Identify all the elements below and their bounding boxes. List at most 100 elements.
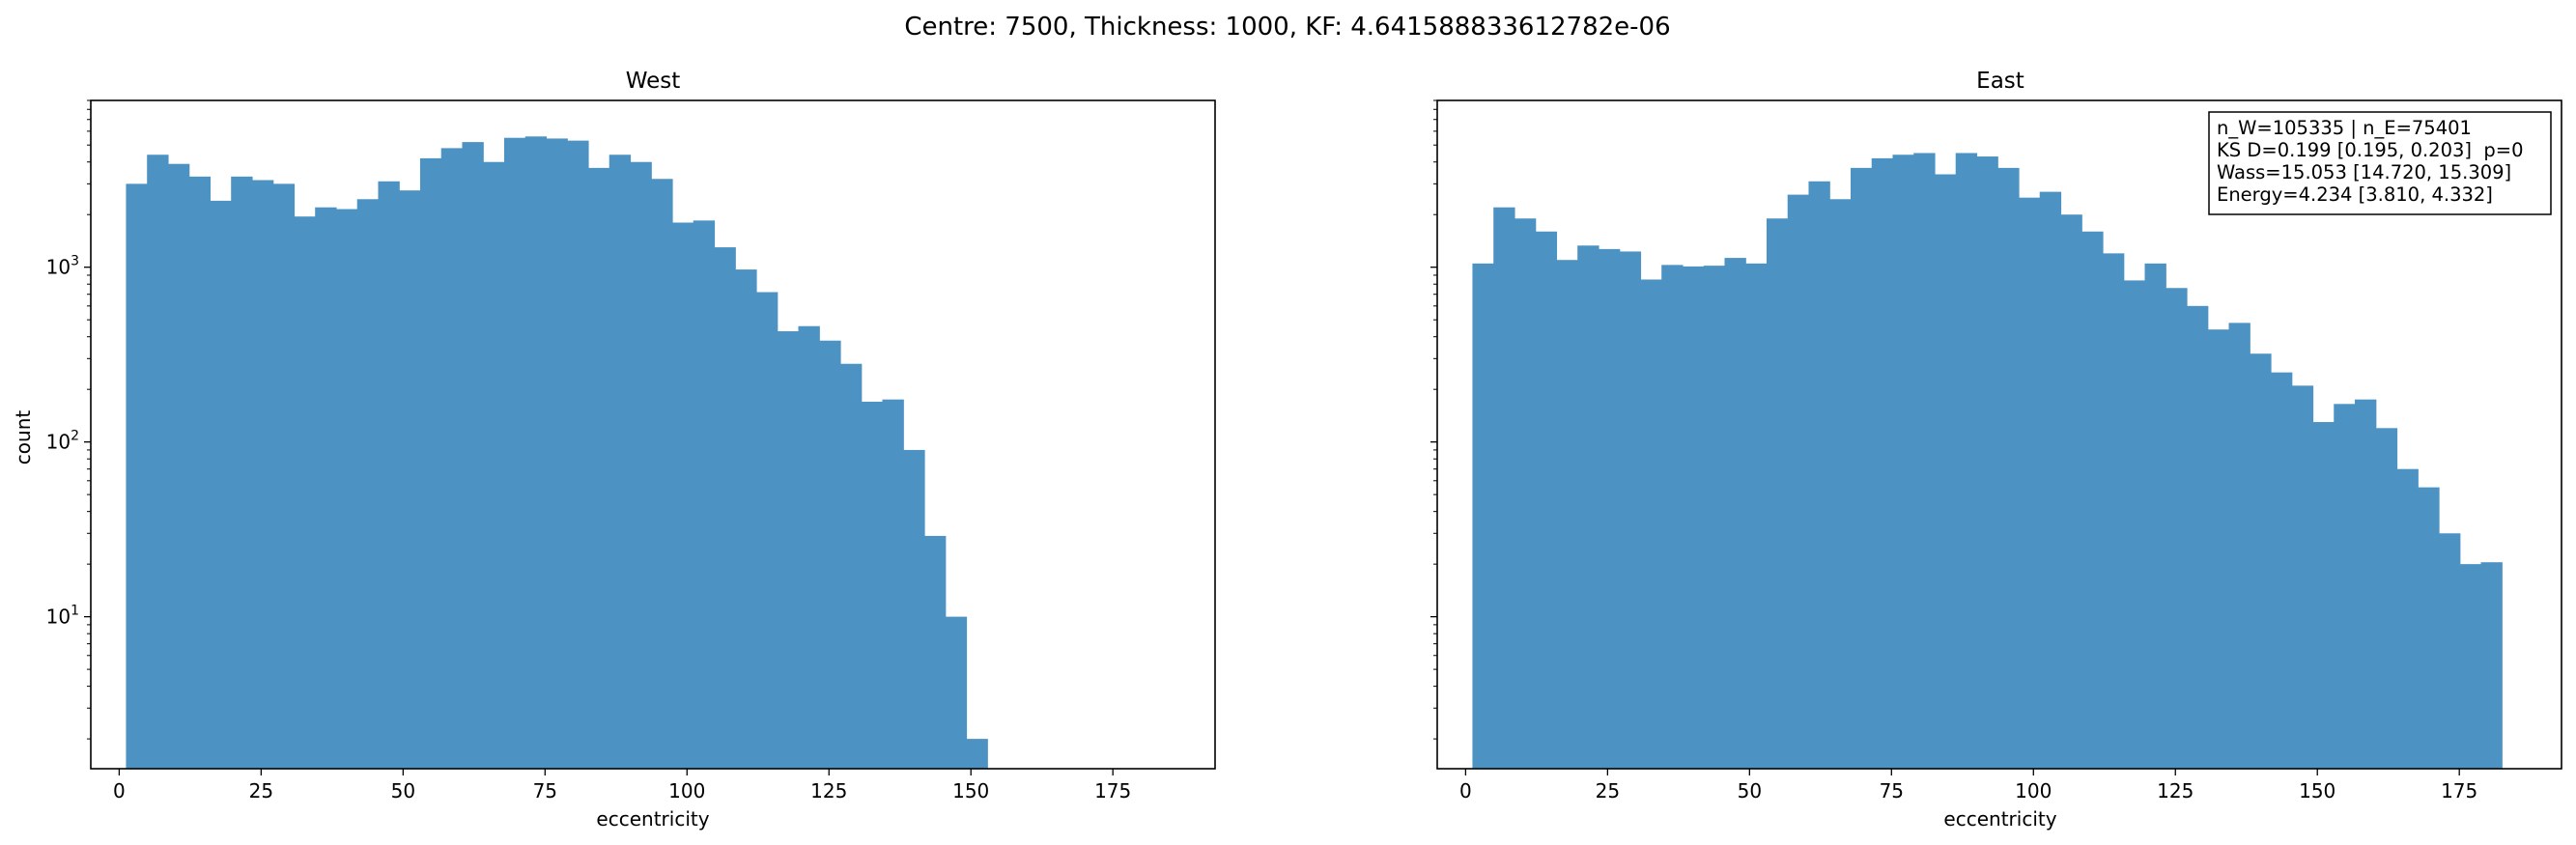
west-panel: West 0 25 50 75 100 125 150 175 101 102 103 eccen… bbox=[12, 69, 1216, 831]
west-bar bbox=[671, 222, 694, 770]
west-bar bbox=[231, 176, 253, 770]
west-bar bbox=[798, 325, 820, 769]
west-bar bbox=[440, 148, 464, 769]
east-x-tick-label: 100 bbox=[2015, 779, 2052, 803]
west-bar bbox=[630, 161, 652, 770]
east-bar bbox=[1577, 245, 1599, 769]
stats-legend-box: n_W=105335 | n_E=75401 KS D=0.199 [0.195… bbox=[2208, 111, 2552, 215]
east-bar bbox=[2060, 214, 2082, 769]
east-bar bbox=[2459, 564, 2482, 769]
west-bar bbox=[167, 163, 190, 770]
east-bar bbox=[1913, 153, 1936, 770]
west-bar bbox=[356, 199, 380, 769]
east-bar bbox=[2228, 323, 2250, 769]
west-bar bbox=[777, 331, 800, 769]
west-bar bbox=[483, 161, 505, 770]
east-bar bbox=[1703, 266, 1726, 769]
east-bar bbox=[1472, 263, 1494, 770]
west-bar bbox=[546, 138, 568, 770]
east-bar bbox=[1892, 155, 1914, 770]
west-y-tick-label: 101 bbox=[46, 604, 79, 629]
east-bar bbox=[1514, 218, 1537, 770]
east-bar bbox=[2102, 253, 2125, 769]
east-bar bbox=[2439, 533, 2461, 769]
east-bar bbox=[1682, 266, 1705, 769]
west-bar bbox=[419, 157, 442, 769]
east-bar bbox=[2312, 422, 2335, 769]
stats-line: KS D=0.199 [0.195, 0.203] p=0 bbox=[2217, 139, 2524, 161]
east-bar bbox=[1787, 194, 1810, 770]
west-y-tick-label: 102 bbox=[46, 429, 79, 454]
east-bar bbox=[1871, 157, 1894, 769]
east-bar bbox=[2250, 353, 2272, 769]
stats-line: Energy=4.234 [3.810, 4.332] bbox=[2217, 183, 2493, 206]
west-x-tick-label: 175 bbox=[1094, 779, 1131, 803]
east-bar bbox=[2144, 263, 2166, 770]
stats-line: Wass=15.053 [14.720, 15.309] bbox=[2217, 161, 2511, 183]
west-bar bbox=[399, 190, 421, 769]
west-x-tick-label: 0 bbox=[113, 779, 126, 803]
west-bar bbox=[335, 209, 358, 769]
east-bar bbox=[2396, 468, 2419, 769]
west-y-tick-label: 103 bbox=[46, 254, 79, 279]
east-bar bbox=[1640, 279, 1662, 769]
west-x-tick-label: 125 bbox=[810, 779, 847, 803]
stats-line: n_W=105335 | n_E=75401 bbox=[2217, 117, 2472, 139]
east-bar bbox=[2291, 385, 2314, 769]
east-bar bbox=[1598, 248, 1621, 769]
west-x-tick-label: 50 bbox=[391, 779, 415, 803]
east-x-tick-label: 150 bbox=[2299, 779, 2335, 803]
east-bar bbox=[1745, 263, 1768, 770]
east-bar bbox=[2018, 197, 2041, 770]
east-bar bbox=[1766, 218, 1789, 770]
east-bar bbox=[1808, 181, 1830, 769]
west-bar bbox=[188, 176, 212, 770]
west-bar bbox=[147, 155, 169, 770]
west-bar bbox=[126, 183, 148, 770]
west-x-axis-label: eccentricity bbox=[596, 807, 709, 831]
east-bar bbox=[2375, 428, 2398, 769]
west-bar bbox=[462, 142, 484, 770]
west-bar bbox=[945, 616, 968, 769]
east-panel: East 0 25 50 75 100 125 150 175 eccentricity n_… bbox=[1430, 69, 2562, 831]
west-bar bbox=[882, 399, 904, 769]
east-bar bbox=[2081, 231, 2104, 769]
east-bar bbox=[1661, 265, 1684, 769]
east-x-tick-label: 75 bbox=[1880, 779, 1904, 803]
east-bar bbox=[2166, 288, 2188, 769]
east-bar bbox=[1619, 251, 1642, 769]
east-bar bbox=[2480, 562, 2503, 769]
east-plot-frame bbox=[1436, 99, 2562, 770]
west-y-axis-label: count bbox=[12, 410, 35, 465]
west-y-ticks: 101 102 103 bbox=[46, 99, 91, 740]
east-y-ticks bbox=[1430, 99, 1437, 740]
east-bar bbox=[2271, 372, 2293, 769]
west-bar bbox=[378, 181, 400, 769]
east-bar bbox=[1850, 167, 1873, 770]
east-bar bbox=[1724, 258, 1746, 770]
west-bar bbox=[251, 180, 274, 769]
east-bar bbox=[1535, 231, 1558, 769]
east-x-tick-label: 175 bbox=[2441, 779, 2477, 803]
west-x-tick-label: 150 bbox=[952, 779, 989, 803]
east-bar bbox=[2334, 404, 2356, 769]
west-bar bbox=[609, 155, 632, 770]
east-bar bbox=[1976, 156, 1998, 770]
west-title: West bbox=[626, 69, 681, 94]
east-x-tick-label: 125 bbox=[2157, 779, 2194, 803]
west-bar bbox=[567, 140, 589, 769]
west-bar bbox=[840, 363, 863, 769]
west-bar bbox=[272, 183, 296, 770]
west-x-ticks: 0 25 50 75 100 125 150 175 bbox=[113, 769, 1131, 803]
west-bar bbox=[651, 179, 673, 769]
west-bar bbox=[503, 137, 526, 769]
east-bar bbox=[2207, 329, 2230, 769]
east-x-tick-label: 25 bbox=[1596, 779, 1620, 803]
west-bar bbox=[755, 292, 778, 769]
east-bar bbox=[2039, 191, 2062, 769]
west-bar bbox=[735, 269, 757, 770]
east-x-axis-label: eccentricity bbox=[1943, 807, 2056, 831]
west-x-tick-label: 75 bbox=[533, 779, 557, 803]
east-bar bbox=[2355, 399, 2377, 769]
